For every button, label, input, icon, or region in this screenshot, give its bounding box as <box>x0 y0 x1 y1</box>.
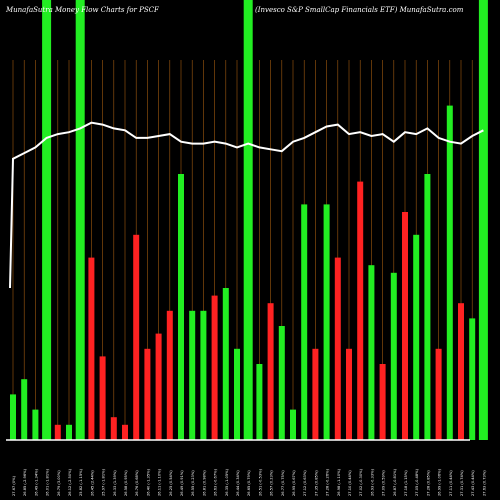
bar <box>110 417 117 440</box>
bar <box>368 265 375 440</box>
bar <box>222 288 229 440</box>
tick-label: 27.28 (-0.26%) <box>326 468 330 496</box>
bar <box>200 310 207 440</box>
bar <box>379 364 386 440</box>
tick-label: 26.44 (0.34%) <box>236 470 240 496</box>
bar <box>480 136 487 440</box>
tick-label: 27.12 (0.63%) <box>303 470 307 496</box>
bar <box>312 348 319 440</box>
tick-label: 26.79 (3.00%) <box>57 470 61 496</box>
tick-label: 27.67 (0%) <box>12 475 16 496</box>
tick-label: 26.55 (0.23%) <box>191 470 195 496</box>
bar <box>32 409 39 440</box>
tick-label: 26.51 (-0.53%) <box>258 468 262 496</box>
tick-label: 26.65 (0.79%) <box>247 470 251 496</box>
bar <box>178 174 184 440</box>
chart-title: MunafaSutra Money Flow Charts for PSCF <box>6 6 159 14</box>
tick-label: 27.63 (0.73%) <box>482 470 486 496</box>
tick-label: 26.35 (-1.05%) <box>225 468 229 496</box>
bar <box>334 257 341 440</box>
tick-label: 26.81 (0.98%) <box>202 470 206 496</box>
tick-label: 26.40 (-1.35%) <box>146 468 150 496</box>
bar <box>245 166 252 440</box>
tick-label: 26.01 (-1.81%) <box>46 468 50 496</box>
bar <box>446 105 453 440</box>
bar <box>256 364 263 440</box>
tick-label: 26.93 (-0.33%) <box>370 468 374 496</box>
price-line-path <box>9 121 484 289</box>
tick-label: 26.95 (0.67%) <box>292 470 296 496</box>
bar <box>21 379 28 440</box>
tick-label: 27.09 (0.59%) <box>382 470 386 496</box>
price-line <box>9 121 484 289</box>
bar <box>278 326 285 440</box>
bar <box>234 348 240 440</box>
bar <box>357 181 364 440</box>
bar <box>424 174 431 440</box>
tick-label: 27.31 (0.74%) <box>460 470 464 496</box>
tick-label: 26.63 (-0.67%) <box>214 468 218 496</box>
bar <box>99 356 106 440</box>
tick-label: 27.35 (0.85%) <box>314 470 318 496</box>
tick-label: 25.82 (-1.15%) <box>79 468 83 496</box>
tick-label: 27.02 (-0.30%) <box>359 468 363 496</box>
tick-label: 26.11 (-1.10%) <box>158 468 162 496</box>
bar <box>155 333 162 440</box>
tick-label: 26.12 (-2.50%) <box>68 468 72 496</box>
tick-label: 26.99 (-1.06%) <box>438 468 442 496</box>
tick-label: 26.58 (0.95%) <box>124 470 128 496</box>
tick-label: 27.43 (0.44%) <box>471 470 475 496</box>
bar <box>144 348 151 440</box>
bar <box>77 227 84 440</box>
bar <box>122 424 128 440</box>
volume-bars <box>10 105 487 440</box>
tick-label: 26.49 (-1.34%) <box>34 468 38 496</box>
tick-label: 26.85 (-2.96%) <box>23 468 27 496</box>
bar <box>10 394 16 440</box>
tick-label: 26.98 (-1.10%) <box>337 468 341 496</box>
highlight-column <box>42 0 52 440</box>
bar <box>88 257 95 440</box>
bar <box>346 348 352 440</box>
tick-label: 27.10 (0.44%) <box>348 470 352 496</box>
tick-label: 26.57 (0.23%) <box>270 470 274 496</box>
tick-label: 27.05 (-0.48%) <box>415 468 419 496</box>
bar <box>133 234 140 440</box>
bar <box>402 212 408 440</box>
tick-label: 27.18 (1.15%) <box>404 470 408 496</box>
tick-label: 26.77 (0.75%) <box>281 470 285 496</box>
tick-label: 26.45 (2.44%) <box>90 470 94 496</box>
tick-label: 26.25 (0.54%) <box>169 470 173 496</box>
bar <box>54 424 61 440</box>
tick-label: 25.97 (-1.81%) <box>102 468 106 496</box>
tick-label: 27.11 (0.44%) <box>449 470 453 496</box>
chart-subtitle: (Invesco S&P SmallCap Financials ETF) Mu… <box>255 6 464 14</box>
bar <box>211 295 218 440</box>
bar <box>390 272 397 440</box>
tick-label: 26.87 (-0.81%) <box>393 468 397 496</box>
bar <box>189 310 196 440</box>
bar <box>301 204 308 440</box>
bar <box>66 424 72 440</box>
bar <box>290 409 296 440</box>
tick-label: 26.33 (1.39%) <box>113 470 117 496</box>
x-tick-labels: 27.67 (0%) 26.85 (-2.96%) 26.49 (-1.34%) 26… <box>12 468 486 496</box>
bar <box>413 234 420 440</box>
tick-label: 26.76 (0.68%) <box>135 470 139 496</box>
bar <box>458 303 464 440</box>
highlight-column <box>75 0 85 440</box>
tick-label: 26.49 (0.91%) <box>180 470 184 496</box>
bar <box>166 310 173 440</box>
bar <box>267 303 274 440</box>
bar <box>469 318 476 440</box>
bar <box>323 204 330 440</box>
tick-label: 27.28 (0.85%) <box>426 470 430 496</box>
bar <box>435 348 442 440</box>
bar <box>43 227 50 440</box>
